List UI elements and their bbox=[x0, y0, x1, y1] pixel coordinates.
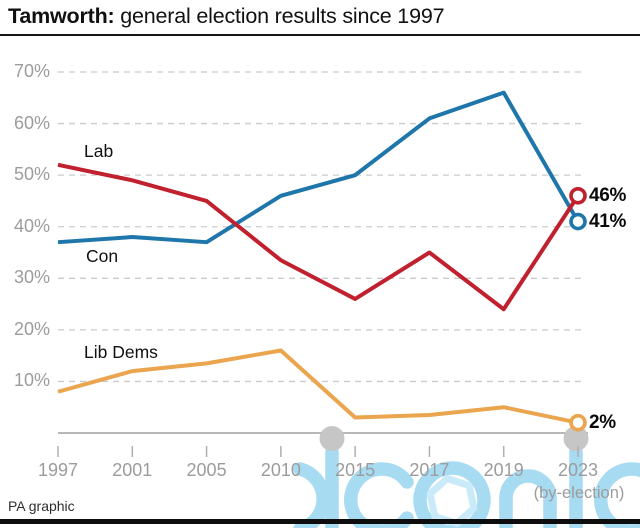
chart-title-rest: general election results since 1997 bbox=[114, 4, 445, 28]
chart-title-topic: Tamworth: bbox=[8, 4, 115, 28]
footer-rule bbox=[0, 519, 640, 524]
hexagon-icon bbox=[426, 475, 478, 527]
title-divider bbox=[0, 34, 640, 37]
iconic-watermark-letters bbox=[293, 445, 640, 528]
chart-title: Tamworth: general election results since… bbox=[8, 4, 445, 29]
